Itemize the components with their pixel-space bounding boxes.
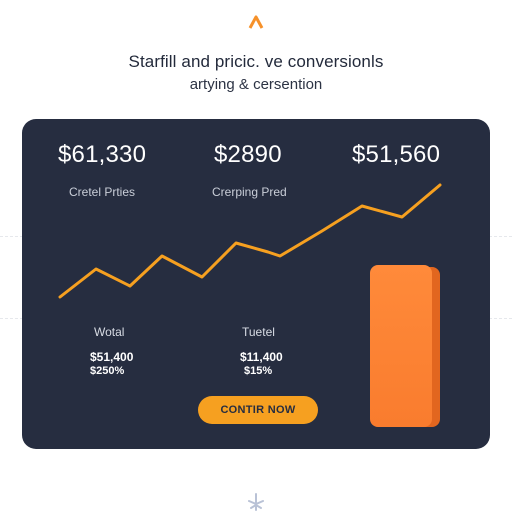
stats-card: $61,330 Cretel Prties $2890 Crerping Pre…: [22, 119, 490, 449]
headline: Starfill and pricic. ve conversionls: [128, 52, 384, 71]
stat-label-1: Cretel Prties: [69, 185, 136, 199]
bottom-percent-1: $250%: [90, 365, 125, 377]
cta-button[interactable]: CONTIR NOW: [198, 396, 318, 424]
stat-value-2: $2890: [214, 141, 282, 168]
bottom-value-2: $11,400: [240, 350, 283, 364]
bottom-label-1: Wotal: [94, 325, 125, 339]
stat-value-3: $51,560: [352, 141, 441, 168]
bottom-label-2: Tuetel: [242, 325, 275, 339]
stat-value-1: $61,330: [58, 141, 147, 168]
trend-line: [58, 183, 442, 299]
highlight-bar: [370, 265, 432, 427]
subheadline: artying & cersention: [189, 76, 323, 93]
logo-caret-icon: [248, 15, 264, 29]
bottom-percent-2: $15%: [244, 365, 273, 377]
bottom-value-1: $51,400: [90, 350, 134, 364]
trend-line-chart: [58, 183, 442, 299]
stat-label-2: Crerping Pred: [212, 185, 287, 199]
bottom-ornament-icon: [248, 493, 264, 511]
